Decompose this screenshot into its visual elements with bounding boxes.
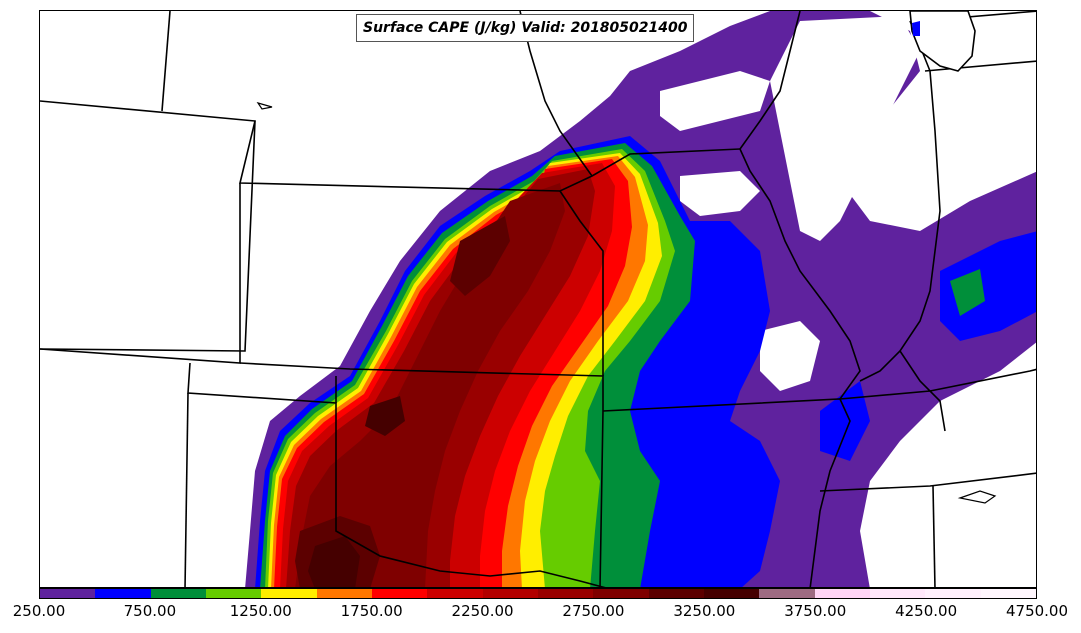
colorbar-segment [371,589,428,598]
colorbar-tick-labels: 250.00 750.00 1250.00 1750.00 2250.00 2750.00… [0,600,1081,624]
colorbar-segment [703,589,760,598]
colorbar-segment [814,589,870,598]
map-panel [39,10,1037,588]
colorbar-segment [980,589,1036,598]
no-cape-area [680,171,760,216]
cape-band-3000 [295,183,565,587]
colorbar-segment [40,589,96,598]
colorbar-segment [316,589,372,598]
colorbar-segment [537,589,594,598]
colorbar-tick-label: 2750.00 [562,602,625,620]
colorbar-tick-label: 1750.00 [340,602,403,620]
no-cape-area [770,16,920,241]
cape-band-750-east [940,231,1036,341]
lake-michigan [909,11,976,72]
no-cape-area [660,71,770,131]
cape-band-3000-pocket [365,396,405,436]
colorbar-tick-label: 3250.00 [673,602,736,620]
colorbar-tick-label: 3750.00 [784,602,847,620]
colorbar-tick-label: 4250.00 [895,602,958,620]
colorbar [39,588,1037,599]
colorbar-segment [759,589,815,598]
colorbar-segment [205,589,262,598]
cape-band-750-south [820,381,870,461]
lake-cape-patch [912,21,920,36]
cape-contour-map [40,11,1036,587]
cape-band-4000 [308,536,360,587]
map-title: Surface CAPE (J/kg) Valid: 201805021400 [356,14,695,42]
colorbar-segment [150,589,206,598]
small-lake [256,101,273,110]
colorbar-segment [261,589,317,598]
colorbar-segment [95,589,151,598]
colorbar-segment [593,589,649,598]
colorbar-tick-label: 1250.00 [229,602,292,620]
colorbar-tick-label: 250.00 [12,602,66,620]
colorbar-segment [869,589,926,598]
colorbar-tick-label: 2250.00 [451,602,514,620]
no-cape-area [760,321,820,391]
cape-band-1000-east [950,269,985,316]
colorbar-tick-label: 750.00 [123,602,177,620]
cape-band-3500 [450,216,510,296]
small-lake [957,490,997,504]
colorbar-tick-label: 4750.00 [1005,602,1069,620]
colorbar-segment [482,589,538,598]
state-borders [40,11,1036,587]
colorbar-segment [925,589,981,598]
colorbar-segment [427,589,483,598]
colorbar-segment [648,589,704,598]
